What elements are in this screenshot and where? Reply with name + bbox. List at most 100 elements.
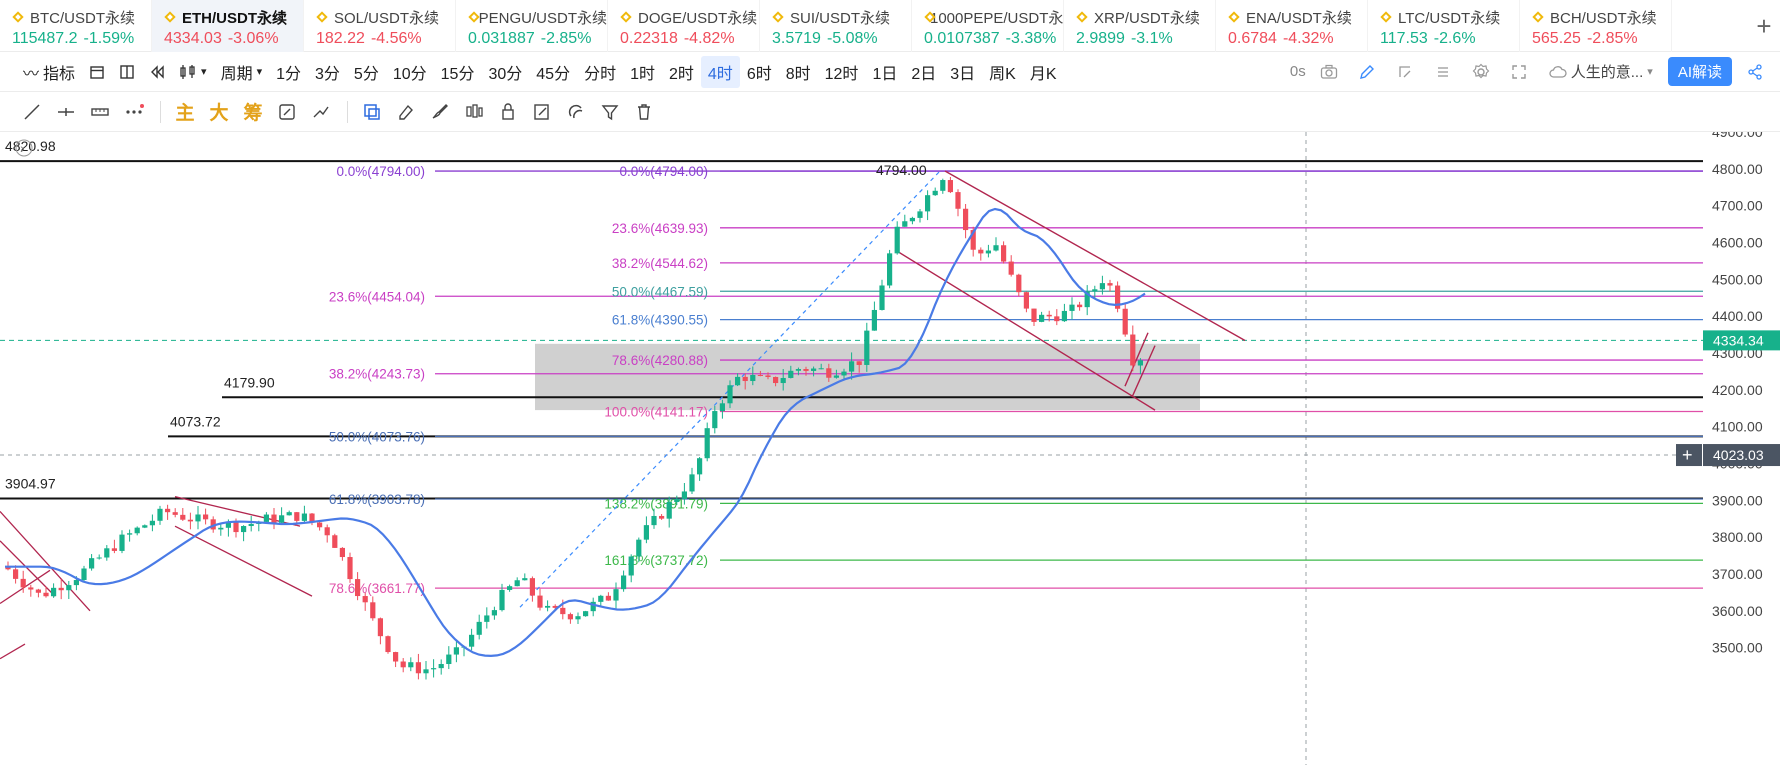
interval-8[interactable]: 1时 <box>630 65 655 83</box>
ruler-icon[interactable] <box>84 96 116 128</box>
replay-icon[interactable] <box>146 61 168 83</box>
eraser-icon[interactable] <box>390 96 422 128</box>
horizontal-line-icon[interactable] <box>50 96 82 128</box>
add-ticker-icon[interactable]: + <box>1756 10 1772 41</box>
axis-tick-label: 3900.00 <box>1712 492 1763 508</box>
ai-analysis-button[interactable]: AI解读 <box>1667 57 1732 86</box>
brush-icon[interactable] <box>424 96 456 128</box>
measure-icon[interactable] <box>305 96 337 128</box>
fullscreen-icon[interactable] <box>1508 61 1530 83</box>
ticker-tab[interactable]: LTC/USDT永续 117.53 -2.6% <box>1368 0 1520 52</box>
interval-0[interactable]: 1分 <box>276 65 302 83</box>
ticker-tab[interactable]: PENGU/USDT永续 0.031887 -2.85% <box>456 0 608 52</box>
fib-right-label: 0.0%(4794.00) <box>619 164 708 179</box>
calendar-icon[interactable] <box>86 61 108 83</box>
large-order-button[interactable]: 大 <box>209 103 229 124</box>
share-icon[interactable] <box>1744 61 1766 83</box>
fib-right-label: 138.2%(3891.79) <box>604 496 708 511</box>
candle-body <box>1084 291 1090 308</box>
trash-icon[interactable] <box>628 96 660 128</box>
layout-icon[interactable] <box>116 61 138 83</box>
layout-name: 人生的意... <box>1570 64 1644 81</box>
chart-canvas[interactable]: 4820.98 4179.90 4073.72 3904.97 0.0%(4794.00… <box>0 132 1780 765</box>
candle-body <box>750 374 756 382</box>
candle-body <box>742 376 748 382</box>
candle-body <box>218 527 224 530</box>
refresh-icon[interactable] <box>271 96 303 128</box>
chart-type-button[interactable]: ▾ <box>172 60 214 84</box>
interval-11[interactable]: 6时 <box>746 65 772 83</box>
candle-body <box>279 515 285 523</box>
interval-4[interactable]: 15分 <box>440 65 475 83</box>
interval-12[interactable]: 8时 <box>785 65 811 83</box>
interval-15[interactable]: 2日 <box>911 65 937 83</box>
ticker-tab[interactable]: BCH/USDT永续 565.25 -2.85% <box>1520 0 1672 52</box>
candle-body <box>286 512 292 516</box>
ticker-values: 2.9899 -3.1% <box>1076 30 1215 48</box>
ticker-tab[interactable]: SOL/USDT永续 182.22 -4.56% <box>304 0 456 52</box>
candle-body <box>689 474 695 492</box>
more-icon[interactable] <box>118 96 150 128</box>
candle-body <box>621 575 627 590</box>
list-icon[interactable] <box>1432 61 1454 83</box>
trend-line-icon[interactable] <box>16 96 48 128</box>
ticker-name-row: LTC/USDT永续 <box>1380 6 1519 28</box>
interval-1[interactable]: 3分 <box>315 65 340 83</box>
candle-pattern-icon[interactable] <box>458 96 490 128</box>
ticker-tab[interactable]: XRP/USDT永续 2.9899 -3.1% <box>1064 0 1216 52</box>
interval-3[interactable]: 10分 <box>392 65 427 83</box>
indicators-button[interactable]: 〰 指标 <box>16 56 82 88</box>
candle-body <box>567 614 573 620</box>
copy-icon[interactable] <box>356 96 388 128</box>
interval-18[interactable]: 月K <box>1029 65 1057 83</box>
price-chart[interactable]: 4820.98 4179.90 4073.72 3904.97 0.0%(4794.00… <box>0 132 1780 765</box>
channel-lower <box>894 249 1156 411</box>
period-button[interactable]: 周期 ▾ <box>214 56 270 88</box>
ticker-tab[interactable]: ENA/USDT永续 0.6784 -4.32% <box>1216 0 1368 52</box>
ticker-tab[interactable]: DOGE/USDT永续 0.22318 -4.82% <box>608 0 760 52</box>
candle-body <box>681 491 687 499</box>
candle-body <box>788 370 794 378</box>
candle-body <box>940 180 946 191</box>
interval-2[interactable]: 5分 <box>353 65 379 83</box>
camera-icon[interactable] <box>1318 61 1340 83</box>
candle-body <box>507 586 513 590</box>
pen-icon[interactable] <box>1356 61 1378 83</box>
chevron-down-icon: ▾ <box>201 66 207 78</box>
layout-selector[interactable]: 人生的意... ▾ <box>1542 57 1660 86</box>
candle-body <box>58 587 64 591</box>
ticker-price: 0.6784 <box>1228 30 1277 47</box>
interval-13[interactable]: 12时 <box>824 65 859 83</box>
interval-14[interactable]: 1日 <box>872 65 898 83</box>
main-indicator-button[interactable]: 主 <box>175 103 195 124</box>
ticker-tab[interactable]: ETH/USDT永续 4334.03 -3.06% <box>152 0 304 52</box>
interval-5[interactable]: 30分 <box>488 65 523 83</box>
candle-body <box>1092 289 1098 292</box>
interval-10[interactable]: 4时 <box>700 55 740 88</box>
candle-body <box>963 208 969 231</box>
ticker-change: -3.1% <box>1130 30 1173 47</box>
interval-17[interactable]: 周K <box>989 65 1016 83</box>
level-label: 4820.98 <box>5 138 56 154</box>
lock-icon[interactable] <box>492 96 524 128</box>
interval-6[interactable]: 45分 <box>536 65 571 83</box>
interval-16[interactable]: 3日 <box>950 65 976 83</box>
magnet-icon[interactable] <box>560 96 592 128</box>
crosshair-price-label: 4023.03 <box>1713 447 1764 463</box>
candle-body <box>1016 274 1022 293</box>
settings-gear-icon[interactable] <box>1470 61 1492 83</box>
filter-icon[interactable] <box>594 96 626 128</box>
draw-toggle-icon[interactable] <box>1394 61 1416 83</box>
ticker-tab[interactable]: SUI/USDT永续 3.5719 -5.08% <box>760 0 912 52</box>
note-icon[interactable] <box>526 96 558 128</box>
chip-distribution-button[interactable]: 筹 <box>243 103 263 124</box>
candle-body <box>370 602 376 619</box>
ticker-tab[interactable]: 1000PEPE/USDT永续 0.0107387 -3.38% <box>912 0 1064 52</box>
candle-body <box>377 618 383 637</box>
ticker-tab[interactable]: BTC/USDT永续 115487.2 -1.59% <box>0 0 152 52</box>
collapse-icon <box>15 139 33 157</box>
interval-7[interactable]: 分时 <box>584 65 617 83</box>
candle-body <box>879 285 885 310</box>
interval-9[interactable]: 2时 <box>669 65 694 83</box>
candle-body <box>499 589 505 611</box>
